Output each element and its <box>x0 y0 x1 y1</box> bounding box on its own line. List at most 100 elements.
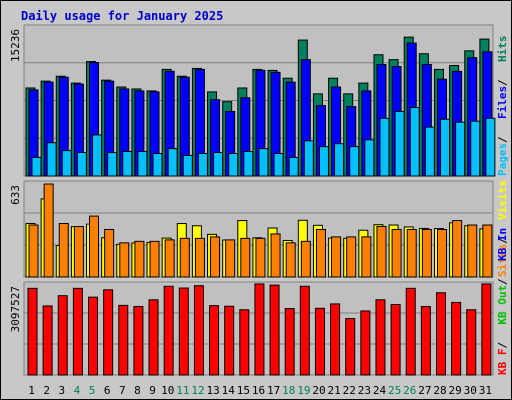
legend-files: Files <box>496 86 509 119</box>
bar-pages-day-31 <box>485 117 496 177</box>
x-tick-label-day-18: 18 <box>282 384 295 397</box>
bar-sites-day-28 <box>436 228 447 278</box>
bar-sites-day-16 <box>255 237 266 278</box>
bar-kb-f-day-10 <box>163 285 174 376</box>
bar-sites-day-27 <box>421 228 432 278</box>
bar-kb-f-day-17 <box>269 284 280 376</box>
bar-kb-f-day-1 <box>27 287 38 376</box>
bar-sites-day-15 <box>240 237 251 278</box>
bar-pages-day-12 <box>197 153 208 177</box>
bar-pages-day-11 <box>182 154 193 177</box>
bar-sites-day-24 <box>376 226 387 278</box>
bar-sites-day-9 <box>149 240 160 278</box>
legend-separator: / <box>496 278 509 285</box>
bar-pages-day-6 <box>107 152 118 177</box>
x-tick-label-day-31: 31 <box>479 384 492 397</box>
bar-kb-f-day-23 <box>360 310 371 376</box>
legend-sites: Sites <box>496 244 509 277</box>
bar-sites-day-2 <box>43 183 54 278</box>
bar-kb-f-day-6 <box>103 289 114 376</box>
bar-sites-day-25 <box>391 228 402 278</box>
x-tick-label-day-20: 20 <box>312 384 325 397</box>
bar-sites-day-13 <box>210 236 221 278</box>
bar-pages-day-23 <box>364 139 375 177</box>
legend-kb-in: KB In <box>496 228 509 261</box>
x-tick-label-day-12: 12 <box>191 384 204 397</box>
bar-kb-f-day-29 <box>451 301 462 376</box>
bar-pages-day-29 <box>455 121 466 177</box>
x-tick-label-day-16: 16 <box>252 384 265 397</box>
scale-label-1: 15236 <box>9 29 22 62</box>
x-tick-label-day-6: 6 <box>104 384 111 397</box>
bar-pages-day-10 <box>167 148 178 177</box>
bar-sites-day-29 <box>452 220 463 278</box>
bar-kb-f-day-30 <box>466 309 477 376</box>
bar-pages-day-20 <box>318 146 329 177</box>
bar-kb-f-day-13 <box>209 305 220 376</box>
bar-sites-day-18 <box>285 242 296 278</box>
bar-sites-day-3 <box>58 223 69 278</box>
legend-separator: / <box>496 79 509 86</box>
bar-pages-day-14 <box>228 153 239 177</box>
x-tick-label-day-27: 27 <box>418 384 431 397</box>
legend-pages: Pages <box>496 143 509 176</box>
x-tick-label-day-28: 28 <box>433 384 446 397</box>
legend-kb-out: KB Out <box>496 285 509 325</box>
bar-kb-f-day-14 <box>224 305 235 376</box>
x-tick-label-day-3: 3 <box>59 384 66 397</box>
bar-sites-day-7 <box>119 242 130 278</box>
scale-label-2: 633 <box>9 185 22 205</box>
bar-pages-day-22 <box>349 146 360 177</box>
bar-pages-day-8 <box>137 151 148 177</box>
bar-kb-f-day-25 <box>390 303 401 376</box>
bar-pages-day-30 <box>470 120 481 177</box>
bar-pages-day-21 <box>334 143 345 177</box>
x-tick-label-day-10: 10 <box>161 384 174 397</box>
bar-pages-day-9 <box>152 153 163 177</box>
bar-pages-day-26 <box>409 107 420 177</box>
chart-title: Daily usage for January 2025 <box>21 9 223 23</box>
bar-sites-day-14 <box>225 239 236 278</box>
bar-pages-day-19 <box>303 140 314 177</box>
bar-pages-day-16 <box>258 148 269 177</box>
bar-kb-f-day-12 <box>193 285 204 376</box>
x-tick-label-day-14: 14 <box>222 384 236 397</box>
scale-label-3: 3097527 <box>9 286 22 332</box>
bar-sites-day-11 <box>179 237 190 278</box>
bar-kb-f-day-24 <box>375 299 386 376</box>
x-tick-label-day-1: 1 <box>28 384 35 397</box>
legend-separator: / <box>496 136 509 143</box>
bar-sites-day-26 <box>406 228 417 278</box>
bar-kb-f-day-3 <box>57 295 68 376</box>
bar-pages-day-13 <box>213 152 224 177</box>
x-tick-label-day-23: 23 <box>358 384 371 397</box>
bar-kb-f-day-5 <box>88 296 99 376</box>
x-tick-label-day-24: 24 <box>373 384 387 397</box>
bar-pages-day-4 <box>76 152 87 177</box>
bar-kb-f-day-19 <box>299 285 310 376</box>
x-tick-label-day-29: 29 <box>449 384 462 397</box>
bar-kb-f-day-20 <box>314 307 325 376</box>
bar-pages-day-17 <box>273 153 284 177</box>
bar-kb-f-day-26 <box>405 287 416 376</box>
x-tick-label-day-21: 21 <box>328 384 341 397</box>
x-tick-label-day-25: 25 <box>388 384 401 397</box>
bar-pages-day-24 <box>379 117 390 177</box>
bar-kb-f-day-8 <box>133 306 144 376</box>
x-tick-label-day-11: 11 <box>176 384 189 397</box>
x-tick-label-day-17: 17 <box>267 384 280 397</box>
x-tick-label-day-2: 2 <box>43 384 50 397</box>
bar-sites-day-22 <box>346 236 357 278</box>
bar-kb-f-day-11 <box>178 287 189 376</box>
x-tick-label-day-26: 26 <box>403 384 416 397</box>
bar-pages-day-3 <box>61 150 72 177</box>
bar-kb-f-day-28 <box>435 292 446 376</box>
bar-sites-day-12 <box>194 237 205 278</box>
bar-kb-f-day-21 <box>330 303 341 376</box>
bar-kb-f-day-9 <box>148 299 159 376</box>
bar-sites-day-30 <box>467 224 478 278</box>
bar-sites-day-31 <box>482 224 493 278</box>
bar-kb-f-day-7 <box>118 304 129 376</box>
bar-kb-f-day-31 <box>481 283 492 376</box>
bar-kb-f-day-22 <box>345 318 356 376</box>
